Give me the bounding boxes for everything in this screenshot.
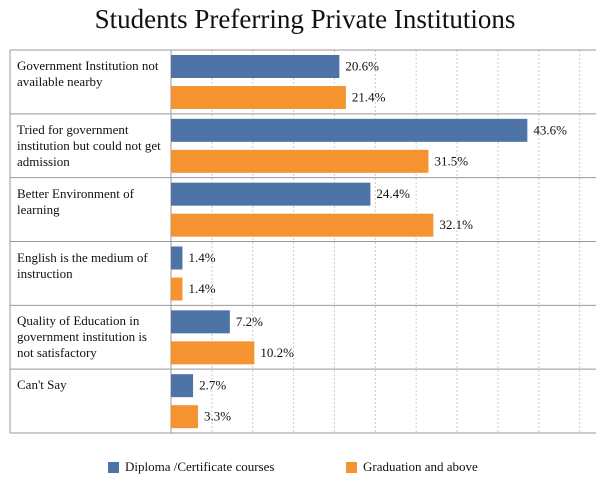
bar <box>171 374 194 398</box>
legend-label: Graduation and above <box>363 459 478 474</box>
legend-label: Diploma /Certificate courses <box>125 459 274 474</box>
legend-swatch <box>108 462 119 473</box>
value-label: 1.4% <box>188 281 215 296</box>
category-label: Tried for government institution but cou… <box>17 121 161 169</box>
bar <box>171 182 371 206</box>
value-label: 3.3% <box>204 409 231 424</box>
bar <box>171 246 183 270</box>
value-label: 43.6% <box>533 122 567 137</box>
chart-title: Students Preferring Private Institutions <box>95 4 516 34</box>
value-label: 1.4% <box>188 250 215 265</box>
value-label: 32.1% <box>439 217 473 232</box>
value-label: 2.7% <box>199 378 226 393</box>
bar <box>171 405 198 429</box>
bar <box>171 55 340 78</box>
value-label: 7.2% <box>236 314 263 329</box>
value-label: 31.5% <box>434 153 468 168</box>
value-label: 20.6% <box>345 58 379 73</box>
category-label: Can't Say <box>17 377 67 393</box>
bar <box>171 277 183 301</box>
bar <box>171 86 346 109</box>
value-label: 21.4% <box>352 89 386 104</box>
category-label: Quality of Education in government insti… <box>17 313 147 361</box>
bar <box>171 118 528 142</box>
bar <box>171 310 230 334</box>
category-label: English is the medium of instruction <box>17 249 148 281</box>
bar <box>171 149 429 173</box>
bar <box>171 341 255 365</box>
category-label: Government Institution not available nea… <box>17 58 159 89</box>
bar <box>171 213 434 237</box>
legend-swatch <box>346 462 357 473</box>
value-label: 24.4% <box>376 186 410 201</box>
category-label: Better Environment of learning <box>17 185 134 217</box>
value-label: 10.2% <box>260 345 294 360</box>
